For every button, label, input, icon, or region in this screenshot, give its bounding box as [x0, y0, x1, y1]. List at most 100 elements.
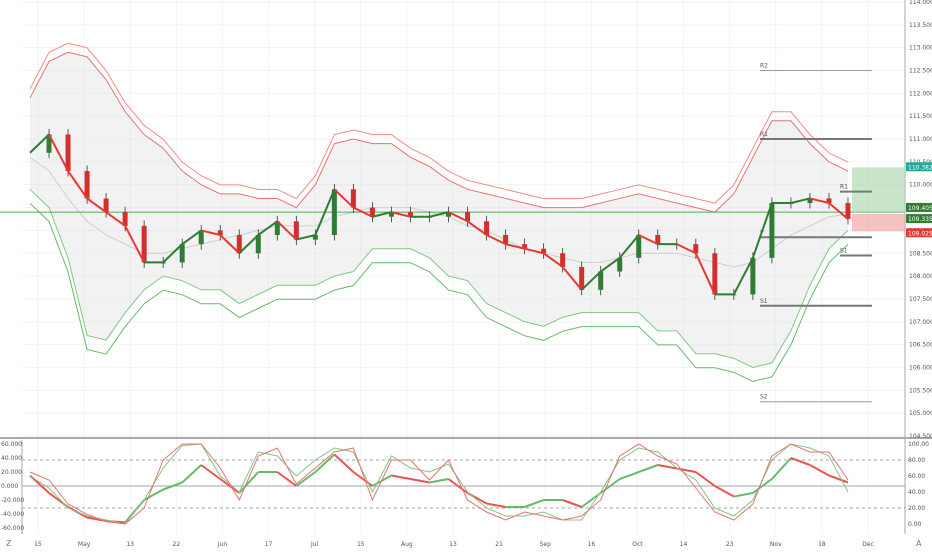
trend-line: [314, 188, 336, 236]
trend-line: [580, 270, 602, 291]
price-tick-label: 114.000: [909, 0, 932, 6]
pivot-label: S1: [840, 248, 848, 255]
price-tick-label: 110.000: [909, 182, 932, 189]
osc-main-line: [524, 499, 544, 508]
time-tick-label: 13: [449, 541, 457, 548]
osc-left-tick: 60.000: [1, 441, 22, 448]
price-tick-label: 106.500: [909, 342, 932, 349]
osc-main-line: [314, 453, 336, 473]
price-tick-label: 104.500: [909, 433, 932, 440]
time-tick-label: Dec: [862, 541, 874, 548]
candle-body: [217, 230, 223, 235]
time-tick-label: Sep: [540, 541, 552, 548]
pivot-label: S2: [760, 394, 768, 401]
candle-body: [769, 203, 775, 258]
candle-body: [46, 134, 52, 153]
price-label-text: 109.025: [908, 230, 932, 237]
price-tick-label: 111.000: [909, 136, 932, 143]
candle-body: [65, 134, 71, 172]
candle-body: [503, 234, 509, 245]
trend-line: [257, 220, 278, 236]
osc-main-line: [410, 478, 430, 484]
osc-signal-red: [29, 443, 849, 525]
osc-left-tick: 40.000: [1, 455, 22, 462]
candle-body: [198, 230, 204, 245]
osc-main-line: [809, 464, 830, 477]
osc-main-line: [676, 467, 696, 473]
osc-main-line: [619, 471, 640, 480]
trend-line: [486, 234, 507, 246]
osc-main-line: [714, 485, 735, 498]
osc-left-tick: 20.000: [1, 469, 22, 476]
price-label-box: [906, 202, 932, 212]
pivot-levels: R2R1R1PS1S1S2: [760, 63, 872, 403]
auto-scale-icon[interactable]: A: [916, 539, 922, 548]
trend-line: [29, 133, 50, 154]
trend-line: [638, 234, 659, 246]
candle-body: [598, 271, 604, 290]
timezone-icon[interactable]: Z: [6, 539, 12, 548]
time-tick-label: 13: [126, 541, 134, 548]
osc-main-line: [695, 471, 716, 487]
osc-main-line: [162, 481, 183, 491]
time-tick-label: 15: [357, 541, 365, 548]
price-tick-label: 108.000: [909, 273, 932, 280]
osc-right-tick: 40.00: [908, 489, 925, 496]
osc-left-tick: -60.000: [1, 525, 24, 532]
osc-main-line: [200, 464, 221, 480]
osc-main-line: [562, 499, 583, 508]
trend-line: [333, 188, 355, 209]
trend-line: [372, 211, 392, 218]
price-label-text: 109.335: [908, 216, 932, 223]
price-tick-label: 106.000: [909, 364, 932, 371]
osc-main-line: [219, 478, 240, 494]
candle-body: [122, 212, 128, 226]
trend-line: [543, 252, 564, 268]
trend-line: [790, 197, 811, 204]
trend-line: [809, 197, 830, 204]
candle-body: [312, 234, 318, 240]
candle-body: [350, 189, 356, 208]
trend-line: [429, 211, 449, 218]
trend-line: [352, 206, 373, 218]
trend-line: [751, 202, 773, 259]
candle-body: [636, 234, 642, 258]
trend-line: [276, 220, 298, 241]
upper-band: [29, 51, 849, 213]
price-tick-label: 113.000: [909, 45, 932, 52]
candle-body: [484, 221, 490, 235]
trend-line: [200, 229, 221, 236]
candle-body: [579, 266, 585, 290]
price-label-text: 109.405: [908, 205, 932, 212]
osc-main-line: [238, 471, 260, 494]
osc-main-line: [276, 471, 297, 487]
trend-line: [162, 243, 183, 264]
price-tick-label: 112.000: [909, 90, 932, 97]
candle-body: [407, 212, 413, 217]
osc-main-line: [333, 453, 355, 473]
osc-main-line: [600, 478, 621, 494]
time-tick-label: Aug: [401, 541, 413, 548]
candle-body: [712, 253, 718, 295]
price-tick-label: 107.000: [909, 319, 932, 326]
trend-line: [238, 234, 259, 254]
trend-line: [86, 197, 107, 213]
candle-body: [750, 257, 756, 295]
trend-line: [48, 134, 69, 172]
trend-line: [296, 234, 316, 241]
candle-body: [274, 221, 280, 235]
price-tick-label: 105.000: [909, 410, 932, 417]
lower-band: [29, 188, 849, 369]
candle-body: [655, 234, 661, 245]
candle-body: [693, 244, 699, 254]
price-tick-label: 107.500: [909, 296, 932, 303]
oscillator-panel: 60.000 40.000 20.000 0.000 -20.000 -40.000 -60…: [1, 441, 929, 532]
trend-line: [505, 243, 525, 250]
osc-main-line: [752, 478, 773, 494]
time-tick-label: 17: [265, 541, 273, 548]
osc-main-line: [771, 457, 792, 480]
candle-body: [369, 207, 375, 217]
pivot-label: R1: [840, 184, 848, 191]
